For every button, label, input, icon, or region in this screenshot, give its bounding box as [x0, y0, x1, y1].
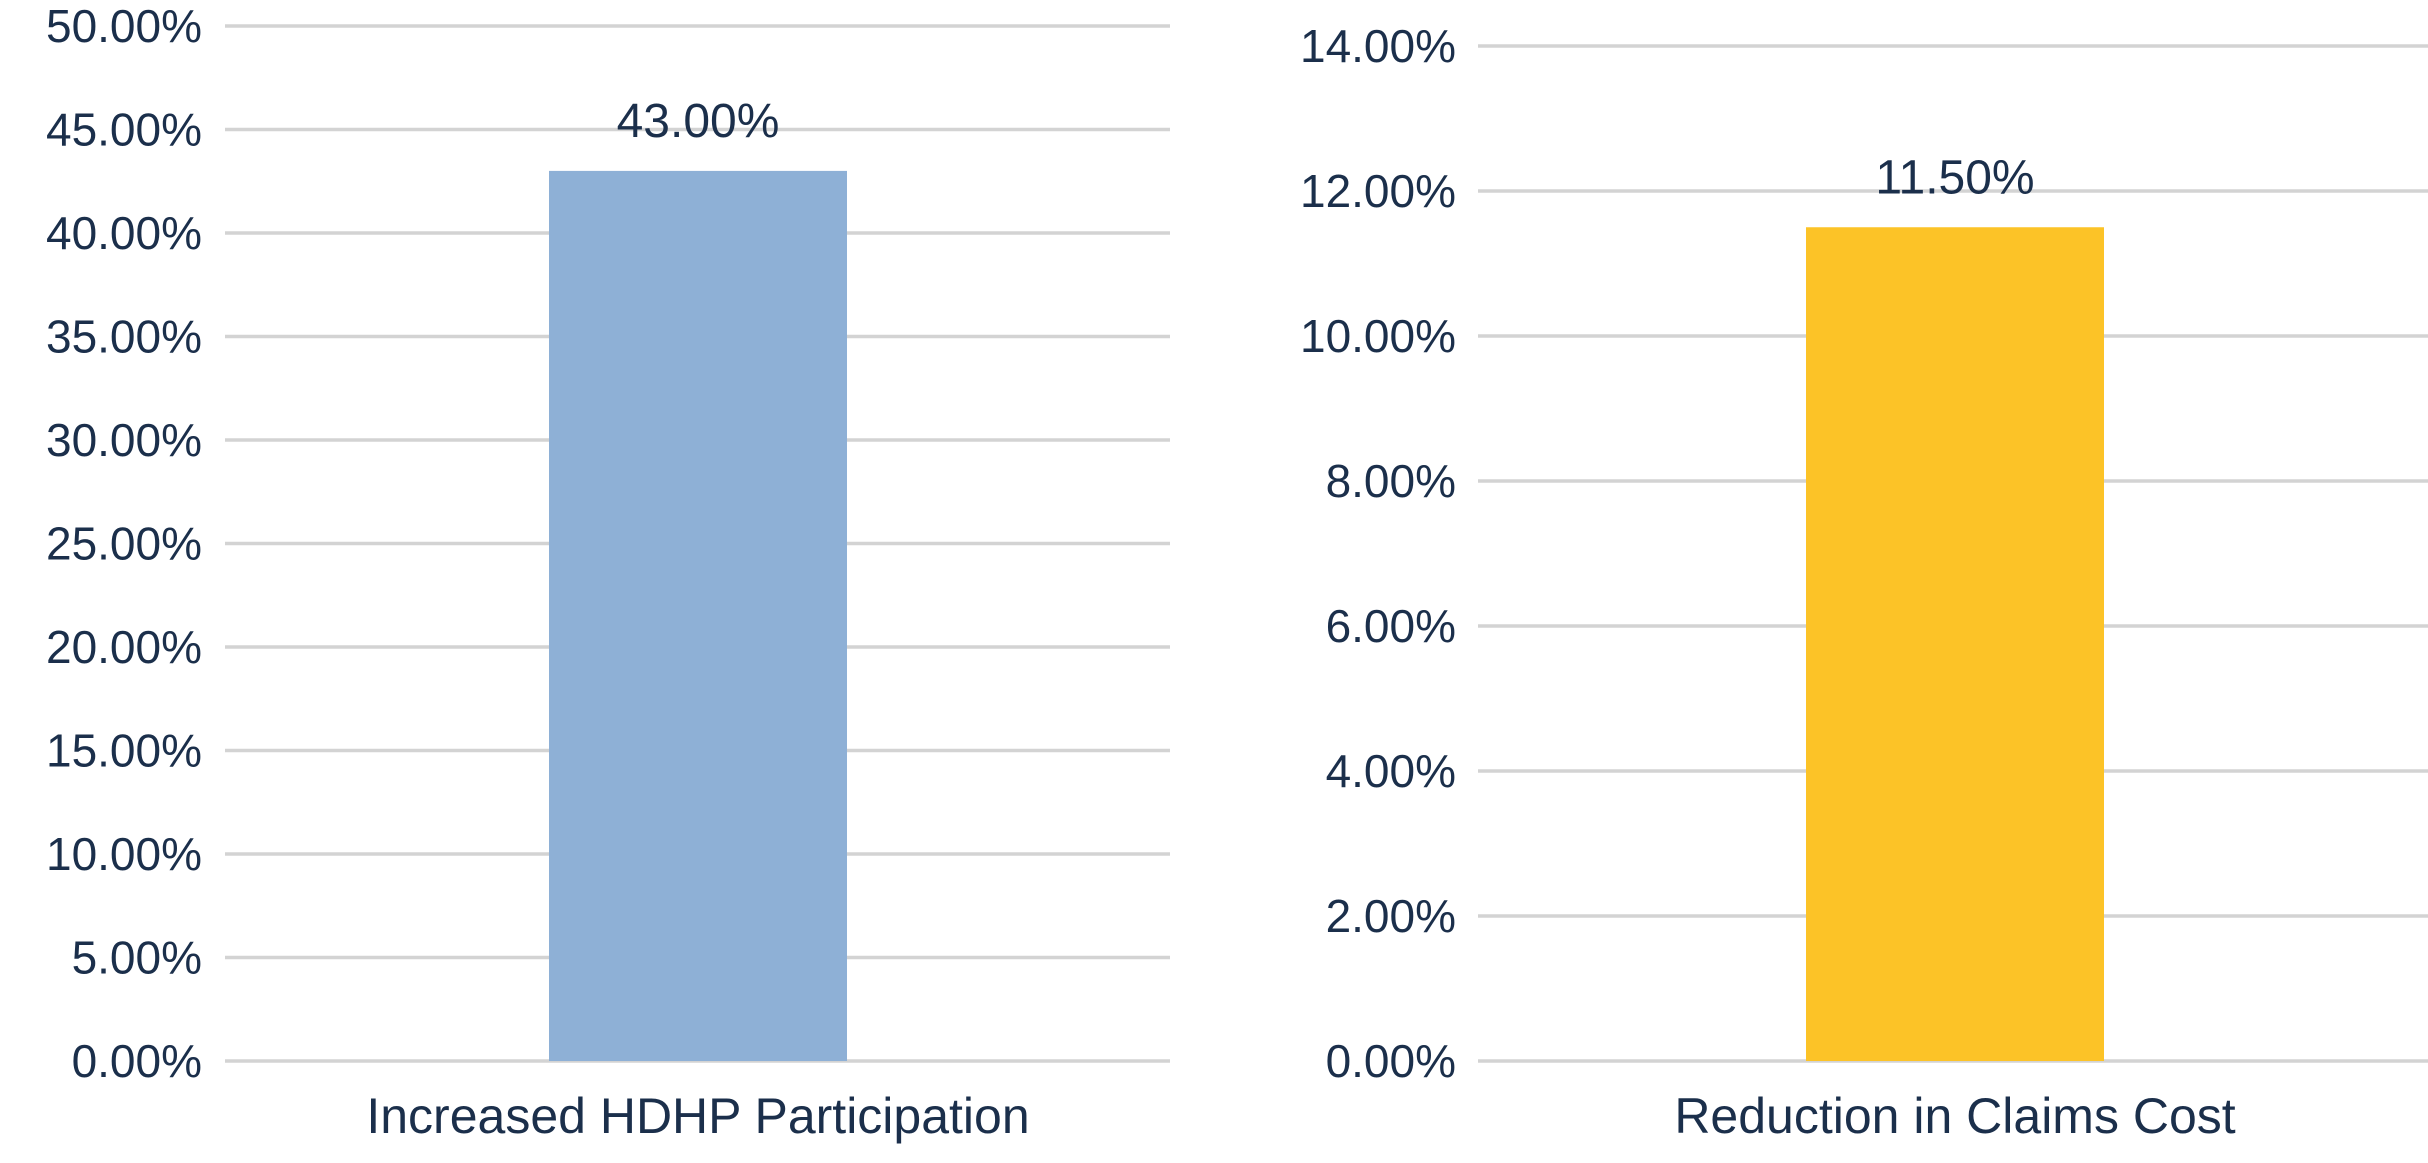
y-tick-label: 5.00% [72, 932, 202, 984]
y-tick-label: 10.00% [1300, 310, 1456, 362]
y-tick-label: 2.00% [1326, 890, 1456, 942]
y-tick-label: 45.00% [46, 104, 202, 156]
y-tick-label: 40.00% [46, 207, 202, 259]
y-tick-label: 0.00% [72, 1035, 202, 1087]
y-tick-label: 4.00% [1326, 745, 1456, 797]
x-category-label: Reduction in Claims Cost [1674, 1088, 2235, 1144]
bar [1806, 227, 2104, 1061]
y-tick-label: 14.00% [1300, 20, 1456, 72]
y-tick-label: 12.00% [1300, 165, 1456, 217]
chart-hdhp-participation: 0.00% 5.00% 10.00% 15.00% 20.00% 25.00% 30.00%… [46, 0, 1170, 1144]
y-tick-label: 10.00% [46, 828, 202, 880]
data-label: 11.50% [1875, 151, 2034, 204]
y-tick-label: 0.00% [1326, 1035, 1456, 1087]
y-tick-label: 35.00% [46, 311, 202, 363]
y-tick-label: 50.00% [46, 0, 202, 52]
y-tick-label: 15.00% [46, 725, 202, 777]
y-tick-label: 8.00% [1326, 455, 1456, 507]
y-tick-label: 25.00% [46, 518, 202, 570]
bar [549, 170, 847, 1061]
data-label: 43.00% [617, 95, 780, 148]
y-tick-label: 20.00% [46, 621, 202, 673]
x-category-label: Increased HDHP Participation [366, 1088, 1029, 1144]
chart-claims-cost-reduction: 0.00% 2.00% 4.00% 6.00% 8.00% 10.00% 12.00% 14.… [1300, 20, 2428, 1144]
y-tick-label: 6.00% [1326, 600, 1456, 652]
y-tick-label: 30.00% [46, 414, 202, 466]
